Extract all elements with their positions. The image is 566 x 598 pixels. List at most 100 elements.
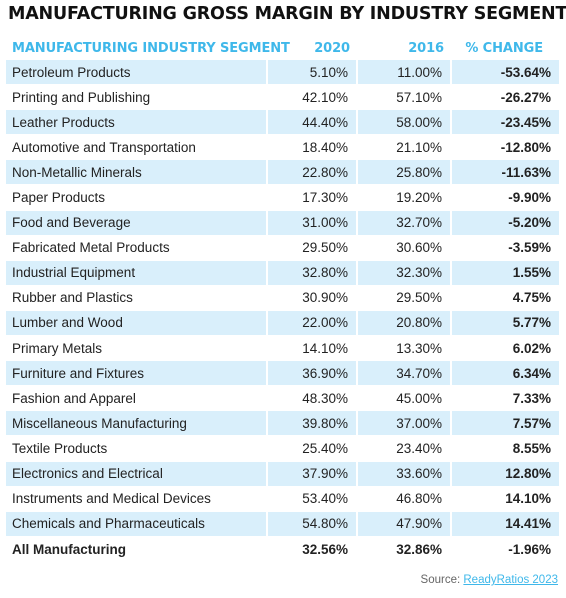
cell-2020: 18.40% <box>268 135 358 161</box>
cell-2020: 37.90% <box>268 461 358 487</box>
total-2016: 32.86% <box>358 536 452 564</box>
cell-segment: Fabricated Metal Products <box>6 235 268 261</box>
table-row: Textile Products 25.40% 23.40% 8.55% <box>6 436 559 462</box>
cell-segment: Leather Products <box>6 110 268 136</box>
cell-2020: 32.80% <box>268 260 358 286</box>
cell-change: -5.20% <box>452 210 559 236</box>
table-row: Leather Products 44.40% 58.00% -23.45% <box>6 110 559 136</box>
source-prefix: Source: <box>420 574 464 586</box>
cell-2016: 23.40% <box>358 436 452 462</box>
table-row: Non-Metallic Minerals 22.80% 25.80% -11.63% <box>6 160 559 186</box>
table-row: Fabricated Metal Products 29.50% 30.60% -3.… <box>6 235 559 261</box>
cell-2016: 32.70% <box>358 210 452 236</box>
table-body: Petroleum Products 5.10% 11.00% -53.64% Prin… <box>6 60 559 537</box>
header-row: MANUFACTURING INDUSTRY SEGMENT 2020 2016… <box>6 36 559 60</box>
cell-2016: 30.60% <box>358 235 452 261</box>
table-row: Printing and Publishing 42.10% 57.10% -26.2… <box>6 85 559 111</box>
cell-change: 14.10% <box>452 486 559 512</box>
cell-2020: 5.10% <box>268 60 358 86</box>
cell-2020: 25.40% <box>268 436 358 462</box>
cell-change: 12.80% <box>452 461 559 487</box>
cell-change: -11.63% <box>452 160 559 186</box>
cell-segment: Paper Products <box>6 185 268 211</box>
cell-2016: 19.20% <box>358 185 452 211</box>
cell-2016: 45.00% <box>358 386 452 412</box>
cell-2020: 30.90% <box>268 285 358 311</box>
cell-segment: Electronics and Electrical <box>6 461 268 487</box>
cell-segment: Furniture and Fixtures <box>6 361 268 387</box>
table-row: Industrial Equipment 32.80% 32.30% 1.55% <box>6 260 559 286</box>
cell-2020: 31.00% <box>268 210 358 236</box>
header-2016: 2016 <box>408 40 444 56</box>
cell-2020: 22.00% <box>268 310 358 337</box>
cell-segment: Non-Metallic Minerals <box>6 160 268 186</box>
cell-2020: 22.80% <box>268 160 358 186</box>
cell-2016: 57.10% <box>358 85 452 111</box>
cell-2020: 42.10% <box>268 85 358 111</box>
header-change: % CHANGE <box>465 40 543 56</box>
cell-segment: Miscellaneous Manufacturing <box>6 411 268 437</box>
cell-segment: Fashion and Apparel <box>6 386 268 412</box>
cell-change: -23.45% <box>452 110 559 136</box>
cell-2020: 39.80% <box>268 411 358 437</box>
header-segment: MANUFACTURING INDUSTRY SEGMENT <box>12 40 290 56</box>
table-row: Food and Beverage 31.00% 32.70% -5.20% <box>6 210 559 236</box>
table-row: Fashion and Apparel 48.30% 45.00% 7.33% <box>6 386 559 412</box>
cell-2016: 33.60% <box>358 461 452 487</box>
cell-2016: 11.00% <box>358 60 452 86</box>
cell-2016: 37.00% <box>358 411 452 437</box>
cell-2016: 29.50% <box>358 285 452 311</box>
header-2020: 2020 <box>314 40 350 56</box>
cell-change: 6.34% <box>452 361 559 387</box>
cell-segment: Printing and Publishing <box>6 85 268 111</box>
cell-change: 8.55% <box>452 436 559 462</box>
cell-2020: 14.10% <box>268 336 358 362</box>
cell-2016: 20.80% <box>358 310 452 337</box>
cell-change: 7.57% <box>452 411 559 437</box>
cell-segment: Chemicals and Pharmaceuticals <box>6 511 268 537</box>
cell-change: -3.59% <box>452 235 559 261</box>
cell-2020: 44.40% <box>268 110 358 136</box>
source-note: Source: ReadyRatios 2023 <box>421 574 558 586</box>
cell-2016: 13.30% <box>358 336 452 362</box>
table-row: Rubber and Plastics 30.90% 29.50% 4.75% <box>6 285 559 311</box>
cell-change: 7.33% <box>452 386 559 412</box>
table-row: Electronics and Electrical 37.90% 33.60% 12… <box>6 461 559 487</box>
cell-change: 4.75% <box>452 285 559 311</box>
table-row: Petroleum Products 5.10% 11.00% -53.64% <box>6 60 559 86</box>
cell-2016: 34.70% <box>358 361 452 387</box>
cell-2016: 46.80% <box>358 486 452 512</box>
cell-2016: 47.90% <box>358 511 452 537</box>
cell-change: 6.02% <box>452 336 559 362</box>
cell-change: 14.41% <box>452 511 559 537</box>
cell-2020: 48.30% <box>268 386 358 412</box>
table-row: Paper Products 17.30% 19.20% -9.90% <box>6 185 559 211</box>
cell-segment: Petroleum Products <box>6 60 268 86</box>
cell-2016: 21.10% <box>358 135 452 161</box>
cell-change: 5.77% <box>452 310 559 337</box>
cell-change: -26.27% <box>452 85 559 111</box>
source-link[interactable]: ReadyRatios 2023 <box>463 574 558 586</box>
cell-change: -9.90% <box>452 185 559 211</box>
cell-2016: 58.00% <box>358 110 452 136</box>
cell-2020: 53.40% <box>268 486 358 512</box>
cell-segment: Automotive and Transportation <box>6 135 268 161</box>
total-row: All Manufacturing 32.56% 32.86% -1.96% <box>6 536 559 564</box>
table-row: Miscellaneous Manufacturing 39.80% 37.00% 7… <box>6 411 559 437</box>
cell-segment: Rubber and Plastics <box>6 285 268 311</box>
cell-segment: Industrial Equipment <box>6 260 268 286</box>
cell-segment: Lumber and Wood <box>6 310 268 337</box>
cell-2020: 36.90% <box>268 361 358 387</box>
cell-segment: Primary Metals <box>6 336 268 362</box>
cell-2020: 29.50% <box>268 235 358 261</box>
cell-2016: 32.30% <box>358 260 452 286</box>
cell-2020: 54.80% <box>268 511 358 537</box>
cell-segment: Instruments and Medical Devices <box>6 486 268 512</box>
cell-segment: Food and Beverage <box>6 210 268 236</box>
table-row: Primary Metals 14.10% 13.30% 6.02% <box>6 336 559 362</box>
table-row: Chemicals and Pharmaceuticals 54.80% 47.90… <box>6 511 559 537</box>
cell-change: 1.55% <box>452 260 559 286</box>
table-row: Lumber and Wood 22.00% 20.80% 5.77% <box>6 310 559 337</box>
cell-change: -12.80% <box>452 135 559 161</box>
total-2020: 32.56% <box>268 536 358 564</box>
